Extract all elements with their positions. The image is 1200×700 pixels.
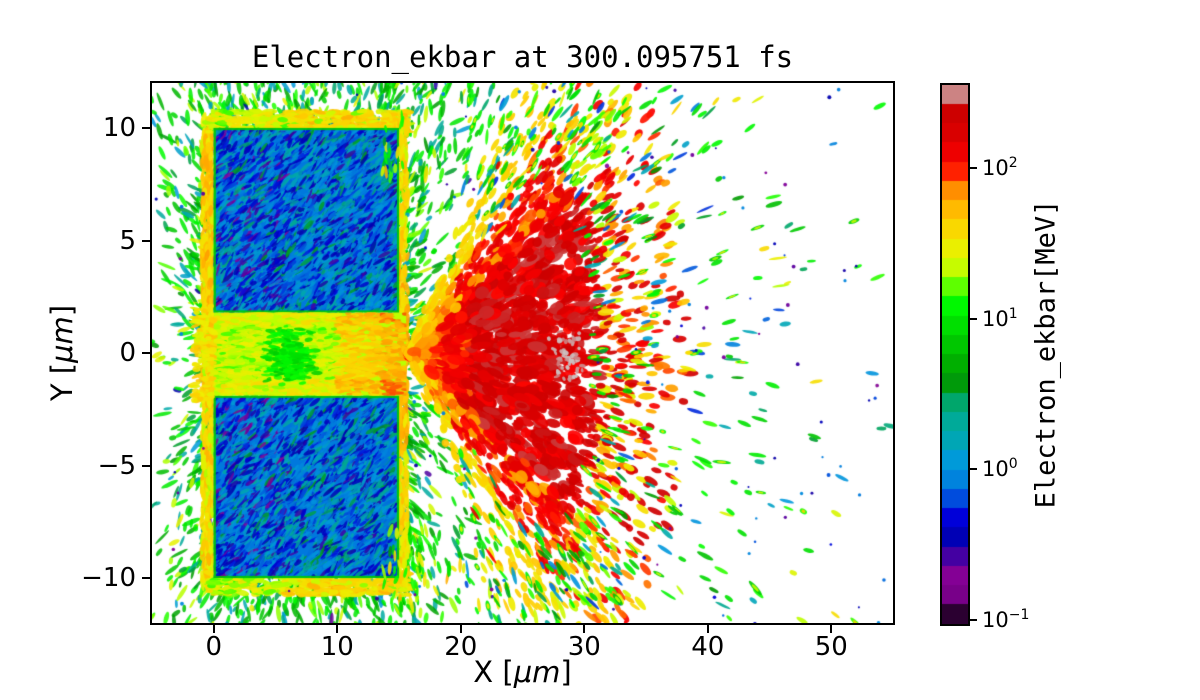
colorbar-tick-mark <box>970 167 977 170</box>
y-axis-label-suffix: ] <box>45 304 79 317</box>
y-tick-label: −10 <box>81 563 136 593</box>
y-tick-label: 10 <box>102 113 136 143</box>
y-tick-label: 0 <box>119 338 136 368</box>
x-tick-mark <box>212 625 215 633</box>
colorbar-tick-mark <box>970 618 977 621</box>
colorbar-tick-mark <box>970 317 977 320</box>
x-axis-label-suffix: ] <box>560 655 572 689</box>
colorbar-tick-label: 10−1 <box>982 606 1030 632</box>
colorbar-tick-label: 101 <box>982 305 1018 331</box>
x-tick-mark <box>583 625 586 633</box>
y-tick-label: 5 <box>119 225 136 256</box>
x-axis-label-unit: μm <box>513 655 561 689</box>
y-tick-mark <box>142 127 150 129</box>
x-tick-label: 50 <box>814 632 848 662</box>
colorbar-tick-mark <box>970 468 977 471</box>
y-tick-mark <box>142 352 150 354</box>
colorbar-canvas <box>942 85 968 624</box>
x-tick-label: 30 <box>567 632 601 662</box>
y-tick-label: −5 <box>97 450 136 481</box>
plot-title: Electron_ekbar at 300.095751 fs <box>251 40 794 74</box>
y-tick-mark <box>142 577 150 579</box>
x-tick-label: 10 <box>320 632 354 662</box>
x-tick-label: 0 <box>205 632 223 662</box>
colorbar-tick-label: 100 <box>982 456 1018 482</box>
x-tick-label: 20 <box>444 632 478 662</box>
x-tick-mark <box>336 625 339 633</box>
plot-canvas <box>152 83 893 623</box>
x-tick-label: 40 <box>691 632 725 662</box>
y-tick-mark <box>142 464 150 467</box>
x-tick-mark <box>459 625 462 633</box>
y-tick-mark <box>142 239 150 242</box>
colorbar-tick-label: 102 <box>982 155 1018 181</box>
x-axis-label-prefix: X [ <box>473 655 514 689</box>
colorbar-label: Electron_ekbar[MeV] <box>1030 199 1062 509</box>
x-axis-label: X [μm] <box>152 655 893 689</box>
x-tick-mark <box>706 625 709 633</box>
x-tick-mark <box>830 625 833 633</box>
